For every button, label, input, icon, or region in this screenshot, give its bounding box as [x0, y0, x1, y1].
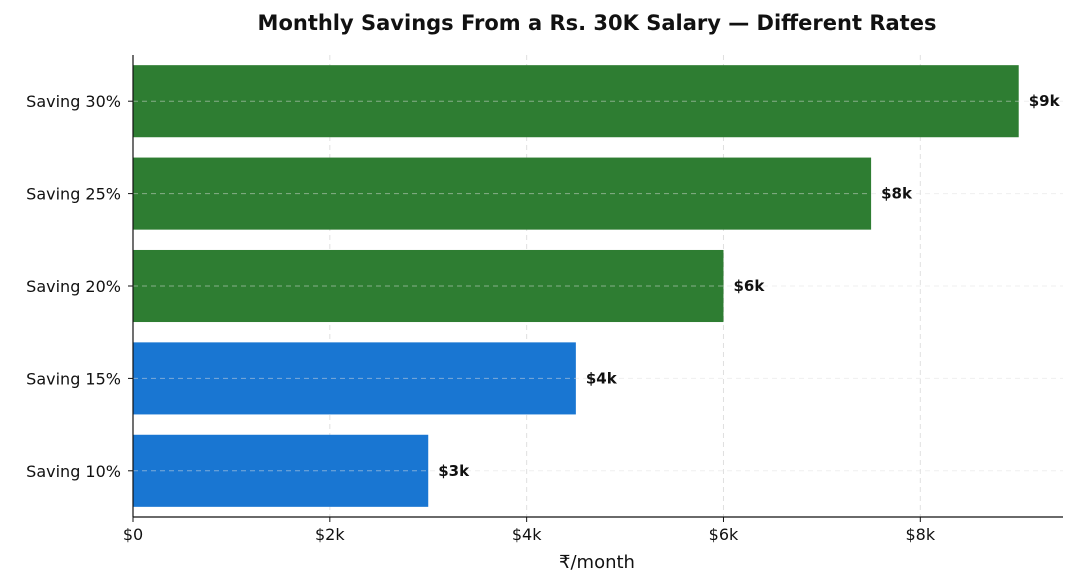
bar-data-label: $8k — [881, 185, 913, 203]
bar-layer: $3k $4k $6k $8k $9k — [133, 65, 1063, 507]
bar-data-label: $4k — [586, 369, 618, 387]
bar-data-label: $6k — [733, 277, 765, 295]
x-tick-label: $8k — [905, 525, 935, 544]
axis-layer: Saving 10% Saving 15% Saving 20% Saving 25%… — [26, 55, 1063, 544]
x-tick-label: $2k — [315, 525, 345, 544]
x-tick-label: $4k — [512, 525, 542, 544]
y-tick-label: Saving 10% — [26, 462, 121, 481]
y-tick-label: Saving 15% — [26, 369, 121, 388]
x-tick-label: $6k — [709, 525, 739, 544]
x-tick-label: $0 — [123, 525, 143, 544]
bar — [133, 249, 724, 323]
y-tick-label: Saving 30% — [26, 92, 121, 111]
bar-data-label: $9k — [1029, 92, 1061, 110]
y-tick-label: Saving 20% — [26, 277, 121, 296]
bar-data-label: $3k — [438, 462, 470, 480]
chart-title: Monthly Savings From a Rs. 30K Salary — … — [258, 11, 937, 35]
x-axis-label: ₹/month — [559, 552, 635, 573]
y-tick-label: Saving 25% — [26, 185, 121, 204]
